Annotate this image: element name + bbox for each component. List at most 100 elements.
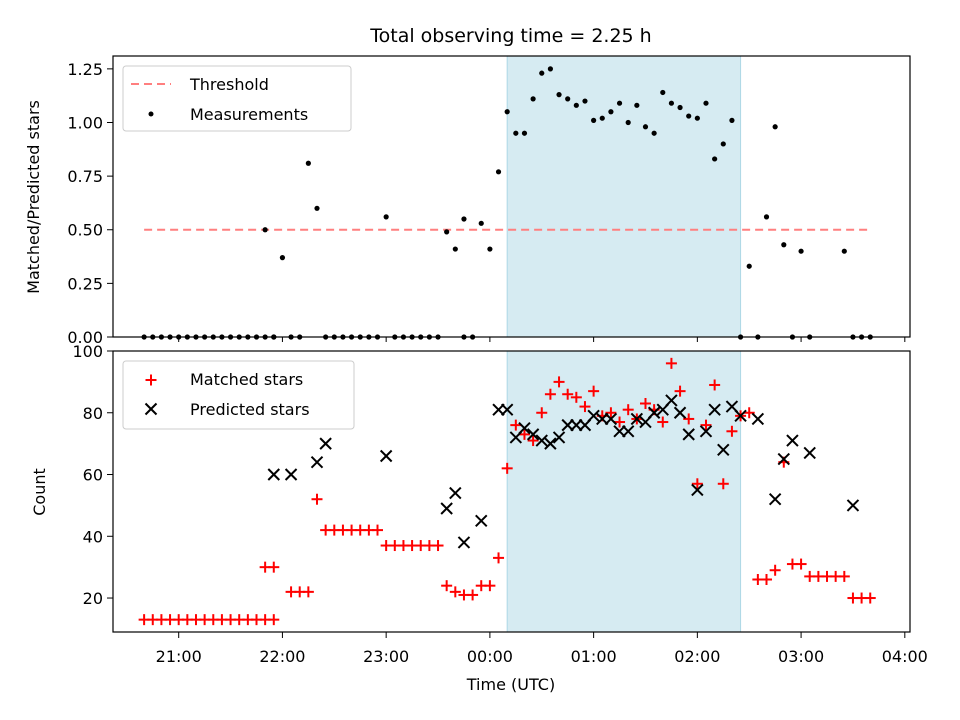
matched-star-point [484, 580, 496, 592]
measurement-point [651, 130, 657, 136]
measurement-point [504, 109, 510, 115]
measurement-point [763, 214, 770, 220]
bottom-legend: Matched stars Predicted stars [122, 360, 355, 430]
matched-star-point [268, 561, 280, 573]
matched-star-point [838, 570, 850, 582]
measurement-point [305, 160, 311, 166]
top-x-axis [178, 337, 906, 342]
bottom-x-axis: 21:00 22:00 23:00 00:00 01:00 02:00 03:00 04:00 [156, 632, 928, 666]
matched-star-point [761, 574, 773, 586]
predicted-star-point [310, 455, 324, 469]
measurement-point [694, 115, 700, 121]
matched-star-point [441, 580, 453, 592]
matched-star-point [769, 564, 781, 576]
predicted-star-point [673, 406, 687, 419]
predicted-star-point [777, 452, 791, 466]
matched-star-point [657, 416, 669, 428]
measurement-point [712, 156, 718, 162]
top-shaded-span [506, 55, 742, 338]
y-tick-label: 1.00 [67, 113, 103, 132]
top-y-axis: 0.00 0.25 0.50 0.75 1.00 1.25 [67, 60, 113, 347]
matched-star-point [518, 428, 530, 440]
measurement-point [513, 130, 519, 136]
measurement-point [798, 248, 804, 254]
matched-star-point [501, 462, 513, 474]
measurement-point [478, 220, 484, 226]
measurement-point [383, 214, 389, 220]
x-tick-label: 21:00 [156, 647, 202, 666]
matched-star-point [614, 416, 626, 428]
y-tick-label: 40 [83, 527, 103, 546]
predicted-star-point [708, 403, 721, 416]
predicted-star-point [682, 428, 695, 441]
legend-predicted-marker [144, 402, 158, 416]
top-plot-frame [112, 55, 911, 338]
predicted-star-point [803, 446, 816, 460]
x-tick-label: 00:00 [467, 647, 513, 666]
predicted-star-point [500, 403, 514, 416]
matched-star-point [864, 592, 876, 604]
matched-star-point [674, 385, 686, 397]
predicted-star-point [319, 437, 332, 450]
predicted-star-point [768, 493, 782, 506]
measurement-point [781, 242, 787, 248]
y-tick-label: 80 [83, 404, 103, 423]
measurement-point [591, 117, 597, 123]
measurement-point [772, 124, 778, 130]
measurement-point [599, 115, 605, 121]
matched-star-point [311, 493, 323, 505]
predicted-stars-series [267, 394, 860, 549]
measurement-point [625, 119, 631, 126]
bottom-x-axis-label: Time (UTC) [466, 675, 555, 694]
measurement-point [487, 246, 493, 252]
measurement-point [279, 255, 286, 261]
legend-predicted-swatch [144, 402, 158, 416]
measurement-point [565, 96, 571, 102]
predicted-star-point [630, 412, 644, 426]
matched-star-point [544, 388, 556, 400]
legend-matched-marker [145, 374, 157, 386]
predicted-star-point [717, 443, 730, 457]
y-tick-label: 0.75 [67, 167, 103, 186]
matched-star-point [570, 391, 582, 403]
measurement-point [616, 100, 623, 106]
legend-predicted-label: Predicted stars [190, 400, 310, 419]
measurement-point [539, 70, 545, 76]
matched-star-point [726, 425, 738, 437]
matched-star-point [493, 552, 505, 564]
bottom-legend-box [122, 360, 355, 430]
measurement-point [634, 102, 640, 108]
predicted-star-point [665, 394, 678, 407]
matched-star-point [588, 385, 600, 397]
predicted-star-point [691, 483, 704, 497]
matched-star-point [622, 404, 634, 416]
measurement-point [608, 109, 614, 115]
x-tick-label: 04:00 [882, 647, 928, 666]
measurement-point [841, 248, 847, 254]
matched-star-point [683, 413, 695, 425]
bottom-y-axis-label: Count [30, 468, 49, 516]
measurement-point [668, 100, 675, 106]
top-legend-box [122, 65, 352, 132]
legend-measurements-swatch [148, 111, 154, 117]
measurement-point [495, 169, 502, 175]
matched-star-point [553, 376, 565, 388]
matched-star-point [449, 586, 461, 598]
matched-star-point [302, 586, 314, 598]
measurement-point [530, 96, 536, 102]
measurement-point [314, 205, 320, 211]
predicted-star-point [535, 434, 548, 447]
matched-star-point [579, 401, 591, 413]
measurement-point [642, 124, 649, 130]
matched-star-point [691, 478, 703, 490]
matched-star-point [700, 419, 712, 431]
matched-star-point [605, 407, 617, 419]
matched-star-point [665, 357, 677, 369]
measurement-point [461, 216, 467, 222]
measurement-point [444, 229, 450, 235]
predicted-star-point [552, 431, 566, 444]
y-tick-label: 60 [83, 466, 103, 485]
predicted-star-point [475, 514, 488, 528]
matched-star-point [467, 589, 479, 601]
